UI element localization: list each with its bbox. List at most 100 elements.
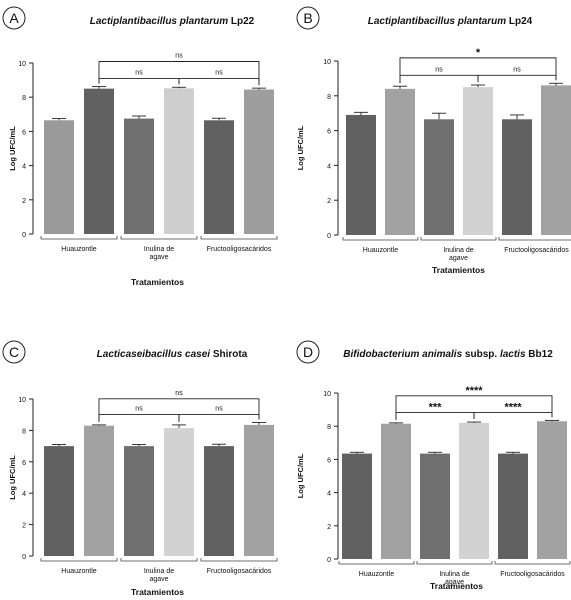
panel-letter: C [9, 344, 19, 360]
group-label: Inulina de [144, 568, 174, 575]
bar [459, 422, 489, 559]
y-tick-label: 2 [22, 198, 26, 205]
bar [84, 425, 114, 556]
chart-panel-a: A Lactiplantibacillus plantarum Lp22 0 2 4 6 8… [2, 6, 278, 287]
group-label: Huauzontle [61, 246, 97, 253]
chart-title-part: Shirota [210, 349, 248, 360]
group-label: Inulina de [439, 571, 469, 578]
bar [204, 120, 234, 234]
significance-label: ns [175, 390, 183, 397]
bar [346, 114, 376, 235]
y-tick-label: 0 [327, 557, 331, 564]
chart-title: Bifidobacterium animalis subsp. lactis B… [343, 349, 553, 360]
chart-title-part: Lactiplantibacillus plantarum [368, 16, 506, 27]
group-label: Fructooligosacáridos [207, 568, 272, 575]
chart-title-part: Lacticaseibacillus casei [97, 349, 211, 360]
significance-label: *** [429, 401, 443, 413]
group-label: Huauzontle [359, 571, 395, 578]
panel-letter-circle [2, 340, 26, 364]
bar [381, 423, 411, 559]
significance-label: ns [215, 70, 223, 77]
chart-panel-d: D Bifidobacterium animalis subsp. lactis … [296, 340, 571, 591]
bar [84, 88, 114, 235]
group-bracket [40, 558, 118, 562]
significance-bracket [473, 411, 553, 420]
y-tick-label: 6 [22, 129, 26, 136]
group-label: Fructooligosacáridos [207, 246, 272, 253]
significance-label: **** [465, 385, 483, 397]
bar [502, 119, 532, 235]
group-bracket [498, 237, 571, 241]
group-bracket [200, 236, 278, 240]
group-bracket [342, 237, 419, 241]
y-tick-label: 10 [323, 59, 331, 66]
group-label: Fructooligosacáridos [500, 571, 565, 578]
chart-title-part: Bb12 [526, 349, 554, 360]
y-tick-label: 10 [323, 391, 331, 398]
chart-title-part: Lp24 [506, 16, 533, 27]
significance-bracket [395, 411, 475, 420]
chart-title: Lacticaseibacillus casei Shirota [97, 349, 248, 360]
y-tick-label: 8 [22, 95, 26, 102]
group-bracket [120, 236, 198, 240]
significance-label: ns [435, 66, 443, 73]
y-axis-label: Log UFC/mL [296, 125, 305, 170]
bar [164, 88, 194, 234]
y-axis-label: Log UFC/mL [8, 455, 17, 500]
chart-title-part: Bifidobacterium animalis [343, 349, 462, 360]
panel-letter-circle [296, 6, 320, 30]
bar [420, 453, 450, 559]
bar [244, 89, 274, 234]
group-label: Huauzontle [61, 568, 97, 575]
y-tick-label: 6 [22, 460, 26, 467]
chart-title-part: subsp. [462, 349, 497, 360]
bar [541, 85, 571, 235]
y-tick-label: 0 [327, 233, 331, 240]
group-bracket [420, 237, 497, 241]
chart-title-part: Lp22 [228, 16, 255, 27]
group-bracket [416, 561, 493, 565]
bar [164, 428, 194, 556]
bar [244, 424, 274, 556]
bar [537, 421, 567, 559]
bar [463, 87, 493, 235]
x-axis-label: Tratamientos [432, 265, 485, 275]
significance-bracket [178, 78, 260, 86]
y-tick-label: 10 [18, 397, 26, 404]
significance-label: **** [504, 401, 522, 413]
group-bracket [120, 558, 198, 562]
y-tick-label: 6 [327, 457, 331, 464]
panel-letter-circle [2, 6, 26, 30]
panel-letter: D [303, 344, 313, 360]
panel-letter: B [303, 10, 312, 26]
significance-bracket [98, 61, 260, 86]
bar [342, 453, 372, 559]
bar [204, 446, 234, 556]
group-label: agave [449, 255, 468, 262]
y-tick-label: 8 [327, 94, 331, 101]
bar [385, 88, 415, 235]
y-tick-label: 0 [22, 554, 26, 561]
y-tick-label: 2 [327, 198, 331, 205]
chart-title-part: lactis [497, 349, 526, 360]
significance-label: ns [175, 52, 183, 59]
y-tick-label: 2 [22, 523, 26, 530]
significance-bracket [395, 395, 553, 420]
significance-bracket [178, 414, 260, 422]
group-bracket [494, 561, 571, 565]
significance-bracket [399, 74, 479, 84]
significance-label: ns [513, 66, 521, 73]
significance-label: ns [215, 406, 223, 413]
y-tick-label: 6 [327, 129, 331, 136]
significance-label: * [476, 47, 481, 59]
chart-panel-c: C Lacticaseibacillus casei Shirota 0 2 4 6 8 10… [2, 340, 278, 597]
y-tick-label: 10 [18, 61, 26, 68]
x-axis-label: Tratamientos [131, 277, 184, 287]
y-tick-label: 2 [327, 524, 331, 531]
significance-bracket [477, 74, 557, 83]
y-tick-label: 4 [327, 491, 331, 498]
panel-letter: A [9, 10, 19, 26]
significance-bracket [98, 78, 180, 85]
x-axis-label: Tratamientos [430, 581, 483, 591]
